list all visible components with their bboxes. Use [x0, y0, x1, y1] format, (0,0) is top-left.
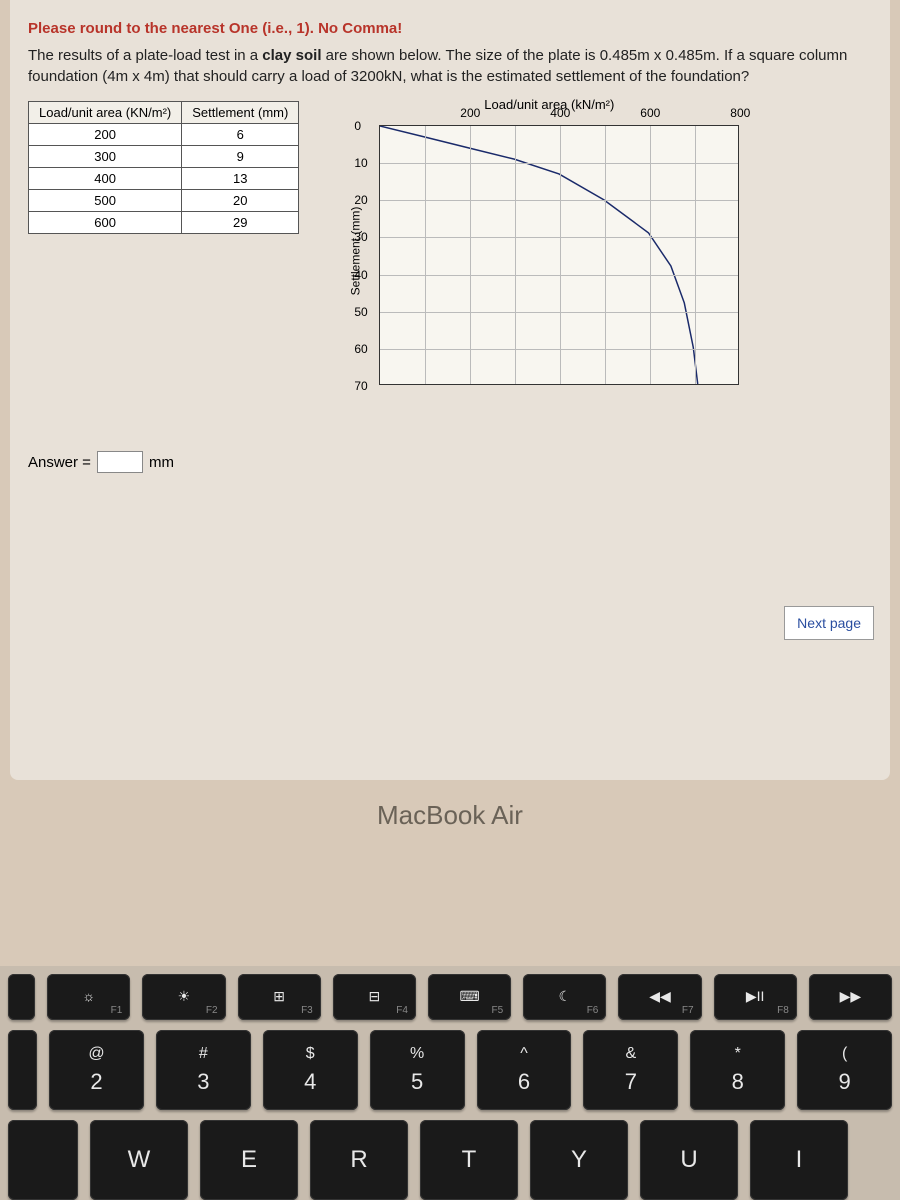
fkey: ◀◀ F7 — [618, 974, 701, 1020]
key-symbol: $ — [306, 1045, 315, 1063]
letter-key: W — [90, 1120, 188, 1200]
fkey: ⊟ F4 — [333, 974, 416, 1020]
fkey-icon: ☾ — [558, 988, 571, 1005]
fkey-label: F2 — [206, 1005, 218, 1016]
cell-load: 500 — [29, 190, 182, 212]
fkey: ☾ F6 — [523, 974, 606, 1020]
x-tick: 600 — [640, 106, 660, 120]
fkey: ▶II F8 — [714, 974, 797, 1020]
col-load-header: Load/unit area (KN/m²) — [29, 102, 182, 124]
key-symbol: * — [735, 1045, 741, 1063]
fkey: ⊞ F3 — [238, 974, 321, 1020]
key-number: 9 — [838, 1069, 850, 1095]
table-row: 3009 — [29, 146, 299, 168]
fkey-label: F3 — [301, 1005, 313, 1016]
cell-settle: 9 — [182, 146, 299, 168]
keyboard: ☼F1☀F2⊞F3⊟F4⌨F5☾F6◀◀F7▶IIF8▶▶ @2#3$4%5^6… — [0, 966, 900, 1200]
num-key: *8 — [690, 1030, 785, 1110]
cell-load: 400 — [29, 168, 182, 190]
col-settlement-header: Settlement (mm) — [182, 102, 299, 124]
y-tick: 30 — [354, 230, 367, 244]
cell-load: 600 — [29, 212, 182, 234]
key-number: 7 — [625, 1069, 637, 1095]
key-number: 3 — [197, 1069, 209, 1095]
fkey: ▶▶ — [809, 974, 892, 1020]
key-symbol: @ — [88, 1045, 104, 1063]
body-pre: The results of a plate-load test in a — [28, 47, 262, 64]
key-number: 8 — [732, 1069, 744, 1095]
table-row: 50020 — [29, 190, 299, 212]
num-key: &7 — [583, 1030, 678, 1110]
fkey-icon: ⌨ — [459, 988, 479, 1005]
cell-load: 200 — [29, 124, 182, 146]
letter-key: I — [750, 1120, 848, 1200]
key-number: 2 — [90, 1069, 102, 1095]
cell-settle: 6 — [182, 124, 299, 146]
answer-unit: mm — [149, 454, 174, 471]
y-tick: 10 — [354, 156, 367, 170]
fkey-icon: ▶II — [746, 988, 765, 1005]
letter-key: Y — [530, 1120, 628, 1200]
num-key: (9 — [797, 1030, 892, 1110]
table-row: 2006 — [29, 124, 299, 146]
fkey: ⌨ F5 — [428, 974, 511, 1020]
letter-key: U — [640, 1120, 738, 1200]
num-key: %5 — [370, 1030, 465, 1110]
fkey-label: F8 — [777, 1005, 789, 1016]
num-key: $4 — [263, 1030, 358, 1110]
num-key: @2 — [49, 1030, 144, 1110]
letter-key: R — [310, 1120, 408, 1200]
answer-label: Answer = — [28, 454, 91, 471]
fkey-icon: ◀◀ — [649, 988, 671, 1005]
y-tick: 60 — [354, 342, 367, 356]
chart-y-title: Settlement (mm) — [349, 207, 363, 296]
num-key: #3 — [156, 1030, 251, 1110]
y-tick: 40 — [354, 268, 367, 282]
key-symbol: ^ — [520, 1045, 528, 1063]
x-tick: 400 — [550, 106, 570, 120]
fkey-label: F7 — [682, 1005, 694, 1016]
cell-settle: 29 — [182, 212, 299, 234]
cell-settle: 13 — [182, 168, 299, 190]
fkey-icon: ⊟ — [368, 988, 380, 1005]
cell-load: 300 — [29, 146, 182, 168]
y-tick: 50 — [354, 305, 367, 319]
fkey-icon: ☼ — [82, 988, 95, 1004]
letter-key: E — [200, 1120, 298, 1200]
table-row: 60029 — [29, 212, 299, 234]
num-key: ^6 — [477, 1030, 572, 1110]
fkey-label: F1 — [111, 1005, 123, 1016]
macbook-label: MacBook Air — [0, 800, 900, 831]
key-number: 6 — [518, 1069, 530, 1095]
table-row: 40013 — [29, 168, 299, 190]
fkey-icon: ☀ — [178, 988, 191, 1005]
fkey: ☼ F1 — [47, 974, 130, 1020]
cell-settle: 20 — [182, 190, 299, 212]
instruction-text: Please round to the nearest One (i.e., 1… — [28, 20, 872, 37]
question-text: The results of a plate-load test in a cl… — [28, 45, 872, 87]
x-tick: 800 — [730, 106, 750, 120]
key-symbol: & — [626, 1045, 637, 1063]
fkey-label: F5 — [491, 1005, 503, 1016]
key-symbol: # — [199, 1045, 208, 1063]
data-table: Load/unit area (KN/m²) Settlement (mm) 2… — [28, 101, 299, 234]
x-tick: 200 — [460, 106, 480, 120]
fkey-icon: ▶▶ — [840, 988, 862, 1005]
answer-input[interactable] — [97, 451, 143, 473]
y-tick: 20 — [354, 193, 367, 207]
key-number: 4 — [304, 1069, 316, 1095]
settlement-chart: Load/unit area (kN/m²) Settlement (mm) 2… — [329, 101, 769, 401]
key-number: 5 — [411, 1069, 423, 1095]
letter-key: T — [420, 1120, 518, 1200]
y-tick: 70 — [354, 379, 367, 393]
fkey-label: F6 — [587, 1005, 599, 1016]
y-tick: 0 — [354, 119, 361, 133]
next-page-button[interactable]: Next page — [784, 606, 874, 640]
fkey-label: F4 — [396, 1005, 408, 1016]
body-clay: clay soil — [262, 47, 321, 64]
fkey-icon: ⊞ — [273, 988, 285, 1005]
key-symbol: % — [410, 1045, 424, 1063]
fkey: ☀ F2 — [142, 974, 225, 1020]
key-symbol: ( — [842, 1045, 847, 1063]
